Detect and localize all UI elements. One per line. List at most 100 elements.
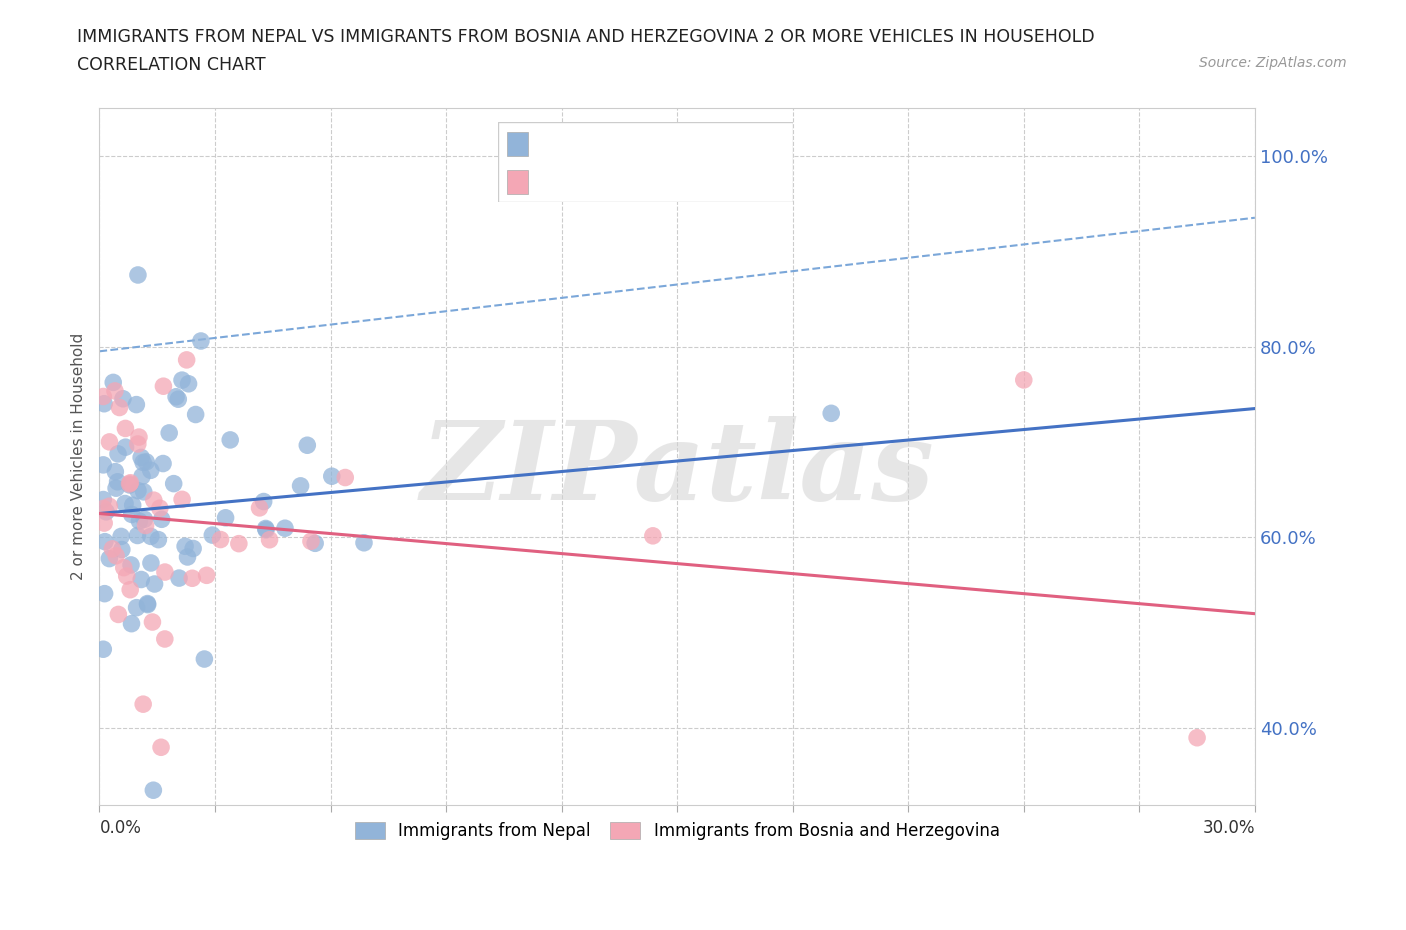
- Point: [157, 425, 180, 440]
- Point: [120, 557, 142, 572]
- Point: [125, 600, 148, 615]
- Point: [170, 373, 193, 388]
- Point: [132, 485, 155, 499]
- Point: [127, 436, 149, 451]
- Point: [228, 537, 250, 551]
- Point: [131, 469, 153, 484]
- Point: [107, 607, 129, 622]
- Point: [152, 379, 174, 393]
- Point: [107, 446, 129, 461]
- Point: [152, 456, 174, 471]
- Point: [98, 498, 121, 513]
- Point: [132, 697, 155, 711]
- Point: [104, 464, 127, 479]
- Point: [214, 511, 236, 525]
- Point: [121, 507, 143, 522]
- Point: [93, 586, 115, 601]
- Text: CORRELATION CHART: CORRELATION CHART: [77, 56, 266, 73]
- Point: [253, 494, 276, 509]
- Point: [91, 458, 114, 472]
- Point: [209, 532, 232, 547]
- Point: [254, 523, 277, 538]
- Point: [148, 532, 170, 547]
- Point: [165, 390, 187, 405]
- Point: [167, 392, 190, 406]
- Point: [114, 421, 136, 436]
- Point: [297, 438, 319, 453]
- Y-axis label: 2 or more Vehicles in Household: 2 or more Vehicles in Household: [72, 333, 86, 580]
- Point: [135, 518, 157, 533]
- Point: [139, 529, 162, 544]
- Point: [93, 501, 115, 516]
- Point: [219, 432, 242, 447]
- Point: [153, 565, 176, 579]
- Point: [163, 476, 186, 491]
- Point: [118, 477, 141, 492]
- Point: [111, 392, 134, 406]
- Point: [128, 513, 150, 528]
- Point: [98, 551, 121, 566]
- Point: [181, 571, 204, 586]
- Point: [190, 334, 212, 349]
- Point: [353, 536, 375, 551]
- Point: [141, 615, 163, 630]
- Point: [114, 440, 136, 455]
- Point: [101, 541, 124, 556]
- Point: [91, 389, 114, 404]
- Point: [107, 474, 129, 489]
- Point: [128, 430, 150, 445]
- Point: [139, 463, 162, 478]
- Point: [112, 560, 135, 575]
- Point: [174, 538, 197, 553]
- Point: [105, 549, 128, 564]
- Point: [111, 542, 134, 557]
- Point: [136, 596, 159, 611]
- Point: [104, 383, 127, 398]
- Point: [139, 555, 162, 570]
- Point: [195, 568, 218, 583]
- Point: [121, 498, 143, 512]
- Point: [127, 528, 149, 543]
- Point: [641, 528, 664, 543]
- Point: [115, 568, 138, 583]
- Point: [299, 534, 322, 549]
- Point: [150, 740, 173, 755]
- Point: [149, 500, 172, 515]
- Text: Source: ZipAtlas.com: Source: ZipAtlas.com: [1199, 56, 1347, 70]
- Point: [201, 527, 224, 542]
- Point: [150, 512, 173, 526]
- Point: [127, 484, 149, 498]
- Point: [125, 397, 148, 412]
- Point: [142, 783, 165, 798]
- Point: [290, 478, 312, 493]
- Point: [108, 400, 131, 415]
- Point: [94, 534, 117, 549]
- Point: [259, 532, 281, 547]
- Point: [142, 493, 165, 508]
- Point: [93, 396, 115, 411]
- Point: [172, 492, 194, 507]
- Point: [98, 434, 121, 449]
- Point: [110, 529, 132, 544]
- Point: [103, 375, 125, 390]
- Point: [167, 571, 190, 586]
- Point: [193, 652, 215, 667]
- Point: [91, 492, 114, 507]
- Point: [93, 515, 115, 530]
- Point: [184, 407, 207, 422]
- Text: ZIPatlas: ZIPatlas: [420, 417, 934, 524]
- Point: [254, 521, 277, 536]
- Point: [134, 512, 156, 526]
- Point: [105, 481, 128, 496]
- Point: [335, 470, 357, 485]
- Point: [176, 352, 198, 367]
- Point: [120, 475, 142, 490]
- Point: [129, 450, 152, 465]
- Point: [121, 617, 143, 631]
- Point: [132, 455, 155, 470]
- Text: 0.0%: 0.0%: [100, 818, 142, 837]
- Point: [1185, 730, 1208, 745]
- Point: [118, 476, 141, 491]
- Point: [820, 405, 842, 420]
- Point: [176, 550, 198, 565]
